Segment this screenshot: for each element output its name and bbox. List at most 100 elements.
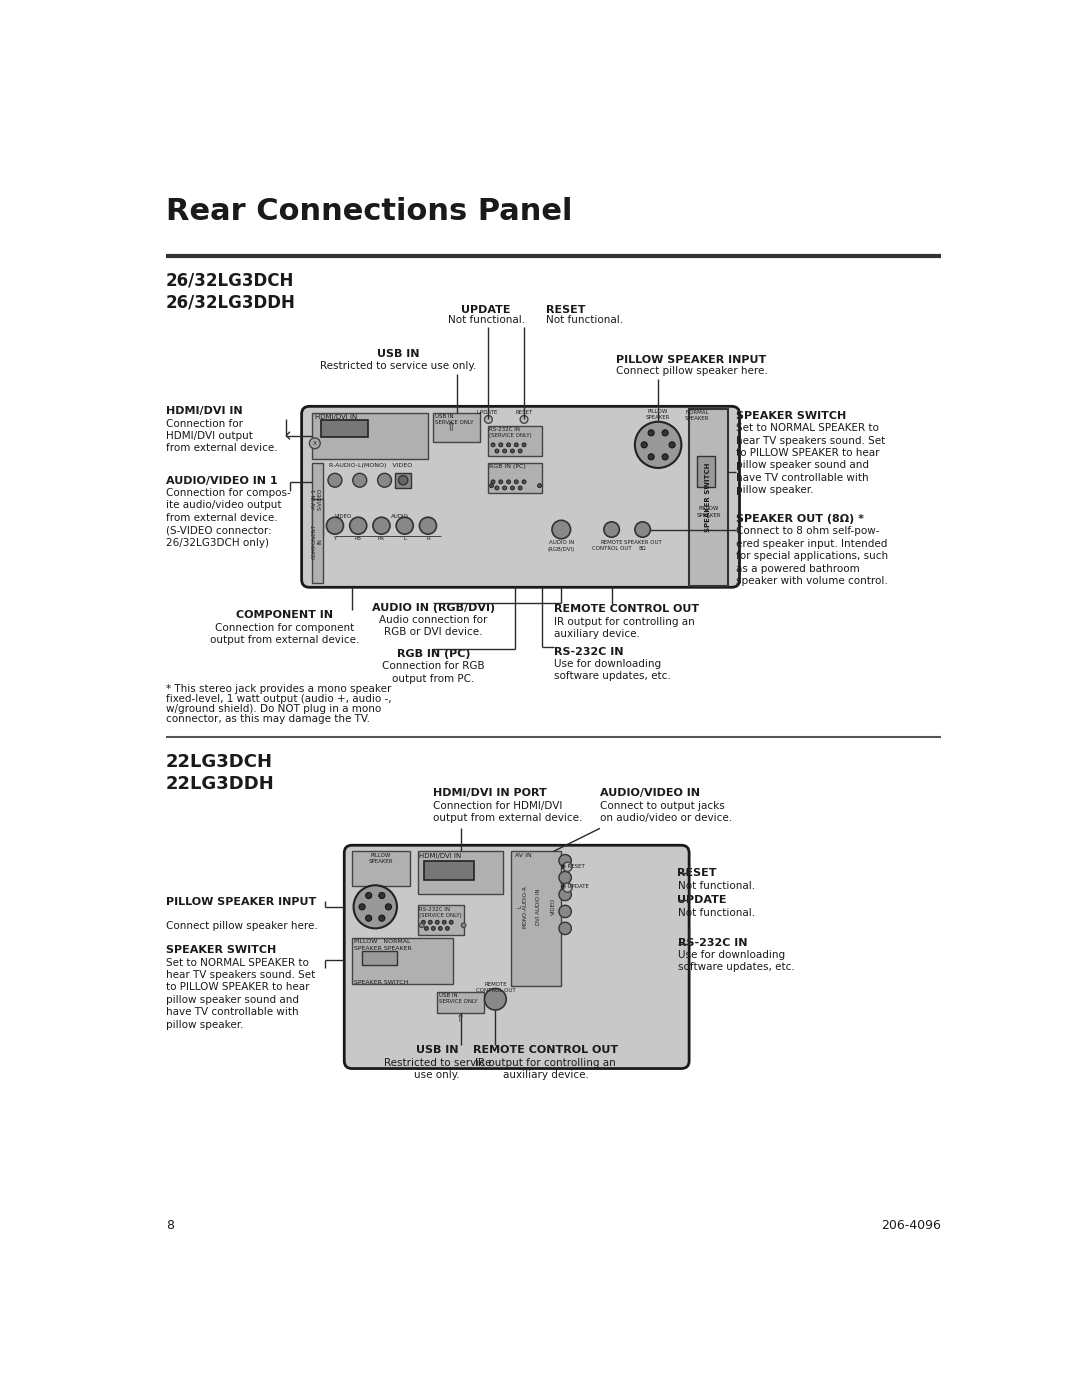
Bar (689, 409, 728, 585)
Text: RESET: RESET (677, 869, 717, 879)
Text: SPEAKER SPEAKER: SPEAKER SPEAKER (354, 946, 413, 951)
Text: PILLOW
SPEAKER: PILLOW SPEAKER (697, 507, 720, 518)
Circle shape (424, 926, 429, 930)
Text: UPDATE: UPDATE (677, 895, 727, 905)
Circle shape (309, 437, 321, 448)
Text: Connect pillow speaker here.: Connect pillow speaker here. (166, 921, 318, 930)
FancyBboxPatch shape (345, 845, 689, 1069)
Circle shape (511, 486, 514, 490)
Circle shape (485, 415, 492, 423)
Circle shape (563, 862, 572, 872)
Text: Not functional.: Not functional. (677, 880, 755, 891)
Text: RGB IN (PC): RGB IN (PC) (489, 464, 526, 469)
Text: AV IN: AV IN (515, 854, 531, 858)
Circle shape (378, 474, 392, 488)
Text: ⇑: ⇑ (456, 1014, 465, 1024)
Text: R-AUDIO-L(MONO)   VIDEO: R-AUDIO-L(MONO) VIDEO (328, 462, 411, 468)
Circle shape (514, 481, 518, 483)
Text: Y: Y (334, 535, 337, 541)
Circle shape (495, 448, 499, 453)
Text: Set to NORMAL SPEAKER to
hear TV speakers sound. Set
to PILLOW SPEAKER to hear
p: Set to NORMAL SPEAKER to hear TV speaker… (735, 423, 885, 496)
Bar (488, 426, 542, 457)
Text: ◉ UPDATE: ◉ UPDATE (562, 883, 589, 888)
Text: USB IN: USB IN (416, 1045, 459, 1056)
Circle shape (518, 448, 522, 453)
Text: RS-232C IN
(SERVICE ONLY): RS-232C IN (SERVICE ONLY) (419, 907, 462, 918)
Circle shape (635, 522, 650, 538)
Text: RS-232C IN: RS-232C IN (677, 937, 747, 947)
Text: connector, as this may damage the TV.: connector, as this may damage the TV. (166, 714, 370, 724)
Circle shape (421, 921, 426, 925)
Circle shape (326, 517, 343, 534)
Text: Restricted to service
use only.: Restricted to service use only. (383, 1058, 491, 1080)
Text: AUDIO: AUDIO (391, 514, 408, 520)
Circle shape (662, 454, 669, 460)
Text: Not functional.: Not functional. (545, 316, 623, 326)
Circle shape (328, 474, 342, 488)
Text: VIDEO: VIDEO (551, 898, 556, 915)
Circle shape (429, 921, 432, 925)
Circle shape (379, 893, 384, 898)
Text: IR output for controlling an
auxiliary device.: IR output for controlling an auxiliary d… (475, 1058, 616, 1080)
Text: USB IN
SERVICE ONLY: USB IN SERVICE ONLY (438, 993, 477, 1004)
Text: L: L (403, 535, 406, 541)
Bar (424, 861, 474, 880)
Circle shape (648, 454, 654, 460)
Text: w/ground shield). Do NOT plug in a mono: w/ground shield). Do NOT plug in a mono (166, 704, 381, 714)
Text: RS-232C IN
(SERVICE ONLY): RS-232C IN (SERVICE ONLY) (489, 427, 532, 439)
Circle shape (438, 926, 443, 930)
Circle shape (502, 486, 507, 490)
Circle shape (559, 872, 571, 884)
Text: 26/32LG3DCH
26/32LG3DDH: 26/32LG3DCH 26/32LG3DDH (166, 271, 296, 312)
Text: Use for downloading
software updates, etc.: Use for downloading software updates, et… (677, 950, 794, 972)
Text: UPDATE: UPDATE (477, 411, 498, 415)
Text: 8: 8 (166, 1218, 174, 1232)
Text: SPEAKER SWITCH: SPEAKER SWITCH (705, 462, 712, 532)
Text: PILLOW   NORMAL: PILLOW NORMAL (354, 939, 410, 944)
Text: x: x (312, 440, 316, 446)
Text: Connection for compos-
ite audio/video output
from external device.
(S-VIDEO con: Connection for compos- ite audio/video o… (166, 488, 291, 548)
Bar (488, 462, 542, 493)
Text: HDMI/DVI IN: HDMI/DVI IN (314, 414, 357, 420)
Text: Connection for RGB
output from PC.: Connection for RGB output from PC. (382, 661, 485, 683)
Circle shape (449, 921, 454, 925)
Circle shape (522, 443, 526, 447)
Text: AV IN 1
S-VIDEO: AV IN 1 S-VIDEO (312, 488, 323, 510)
Text: Connect to output jacks
on audio/video or device.: Connect to output jacks on audio/video o… (600, 800, 732, 823)
Text: Restricted to service use only.: Restricted to service use only. (321, 360, 476, 372)
Bar (362, 951, 397, 965)
Circle shape (419, 517, 436, 534)
Circle shape (552, 520, 570, 539)
Text: L
MONO-AUDIO-R: L MONO-AUDIO-R (517, 886, 528, 929)
Circle shape (365, 893, 372, 898)
Circle shape (563, 883, 572, 893)
Text: COMPONENT IN: COMPONENT IN (237, 610, 333, 620)
Circle shape (559, 905, 571, 918)
Bar (437, 992, 484, 1013)
Circle shape (353, 886, 397, 929)
Text: Not functional.: Not functional. (677, 908, 755, 918)
Circle shape (507, 481, 511, 483)
Circle shape (495, 486, 499, 490)
Text: USB IN: USB IN (377, 349, 420, 359)
Circle shape (491, 443, 495, 447)
Circle shape (435, 921, 440, 925)
Circle shape (511, 448, 514, 453)
Text: PILLOW
SPEAKER: PILLOW SPEAKER (368, 854, 393, 865)
Text: * This stereo jack provides a mono speaker: * This stereo jack provides a mono speak… (166, 683, 391, 693)
Circle shape (353, 474, 367, 488)
Bar (418, 851, 503, 894)
Circle shape (604, 522, 619, 538)
Circle shape (485, 989, 507, 1010)
Text: 22LG3DCH
22LG3DDH: 22LG3DCH 22LG3DDH (166, 753, 274, 793)
Circle shape (669, 441, 675, 448)
Text: RESET: RESET (545, 305, 585, 314)
Bar (352, 851, 410, 886)
Circle shape (559, 888, 571, 901)
Text: PB: PB (354, 535, 362, 541)
Text: REMOTE
CONTROL OUT: REMOTE CONTROL OUT (475, 982, 515, 993)
Text: HDMI/DVI IN: HDMI/DVI IN (166, 407, 243, 416)
Text: fixed-level, 1 watt output (audio +, audio -,: fixed-level, 1 watt output (audio +, aud… (166, 693, 392, 704)
Bar (312, 462, 323, 535)
Bar (321, 420, 367, 437)
